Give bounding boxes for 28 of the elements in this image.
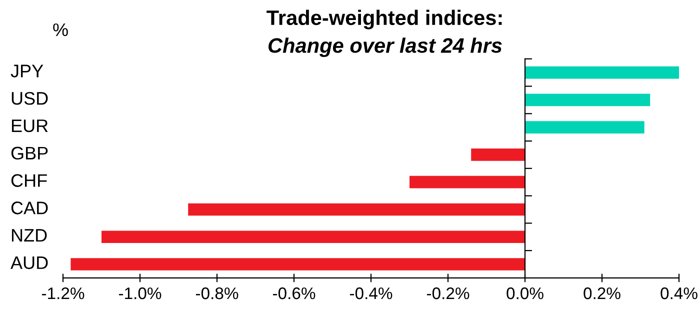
x-tick-label: -1.0% [118, 287, 162, 300]
x-tick-label: -1.2% [42, 287, 84, 300]
bar [525, 94, 650, 106]
y-axis-title: % [53, 23, 68, 36]
chart-title: Trade-weighted indices: [266, 10, 502, 30]
x-tick-label: 0.4% [660, 287, 698, 300]
x-tick-label: 0.0% [506, 287, 544, 300]
x-tick-label: -0.2% [426, 287, 470, 300]
y-tick-label: GBP [11, 146, 48, 160]
x-tick-label: 0.2% [584, 287, 620, 300]
bar [410, 176, 525, 188]
chart-subtitle: Change over last 24 hrs [268, 38, 502, 58]
bar [525, 66, 679, 79]
x-tick-label: -0.8% [196, 287, 238, 300]
y-tick-label: JPY [10, 64, 44, 78]
x-tick-label: -0.6% [272, 287, 316, 300]
x-tick-label: -0.4% [350, 287, 392, 300]
y-tick-label: AUD [10, 256, 48, 270]
y-tick-label: CHF [11, 174, 47, 187]
bar [471, 148, 525, 161]
bar [70, 258, 525, 270]
y-tick-label: EUR [12, 120, 48, 132]
bar [102, 230, 525, 244]
y-tick-label: CAD [11, 202, 48, 214]
bar [188, 203, 525, 216]
bar [525, 121, 644, 134]
y-tick-label: NZD [12, 229, 47, 242]
y-tick-label: USD [12, 92, 48, 105]
